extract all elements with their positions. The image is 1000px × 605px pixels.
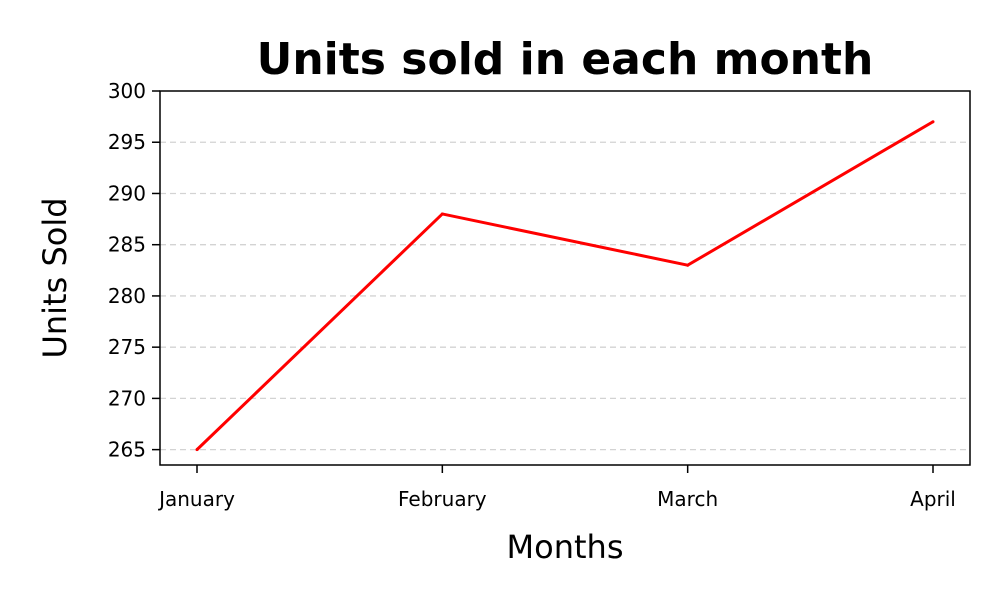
data-point xyxy=(686,263,690,267)
y-axis-label: Units Sold xyxy=(36,197,74,358)
data-point xyxy=(440,212,444,216)
y-tick-label: 290 xyxy=(108,181,146,205)
y-tick-label: 300 xyxy=(108,79,146,103)
data-point xyxy=(195,448,199,452)
chart-title: Units sold in each month xyxy=(257,34,874,85)
x-tick-label: March xyxy=(657,487,718,511)
x-tick-label: April xyxy=(910,487,956,511)
data-point xyxy=(931,120,935,124)
y-tick-label: 270 xyxy=(108,386,146,410)
x-tick-label: January xyxy=(157,487,235,511)
x-axis: January February March April xyxy=(157,465,956,511)
y-tick-label: 275 xyxy=(108,335,146,359)
x-tick-label: February xyxy=(398,487,487,511)
grid-lines xyxy=(160,141,970,451)
y-tick-label: 280 xyxy=(108,284,146,308)
y-axis: 265 270 275 280 285 290 295 300 xyxy=(108,79,160,462)
series-layer xyxy=(195,120,935,452)
y-tick-label: 295 xyxy=(108,130,146,154)
y-tick-label: 265 xyxy=(108,438,146,462)
plot-area-frame xyxy=(159,90,971,466)
y-tick-label: 285 xyxy=(108,233,146,257)
series-line xyxy=(195,120,934,451)
x-axis-label: Months xyxy=(507,528,624,566)
